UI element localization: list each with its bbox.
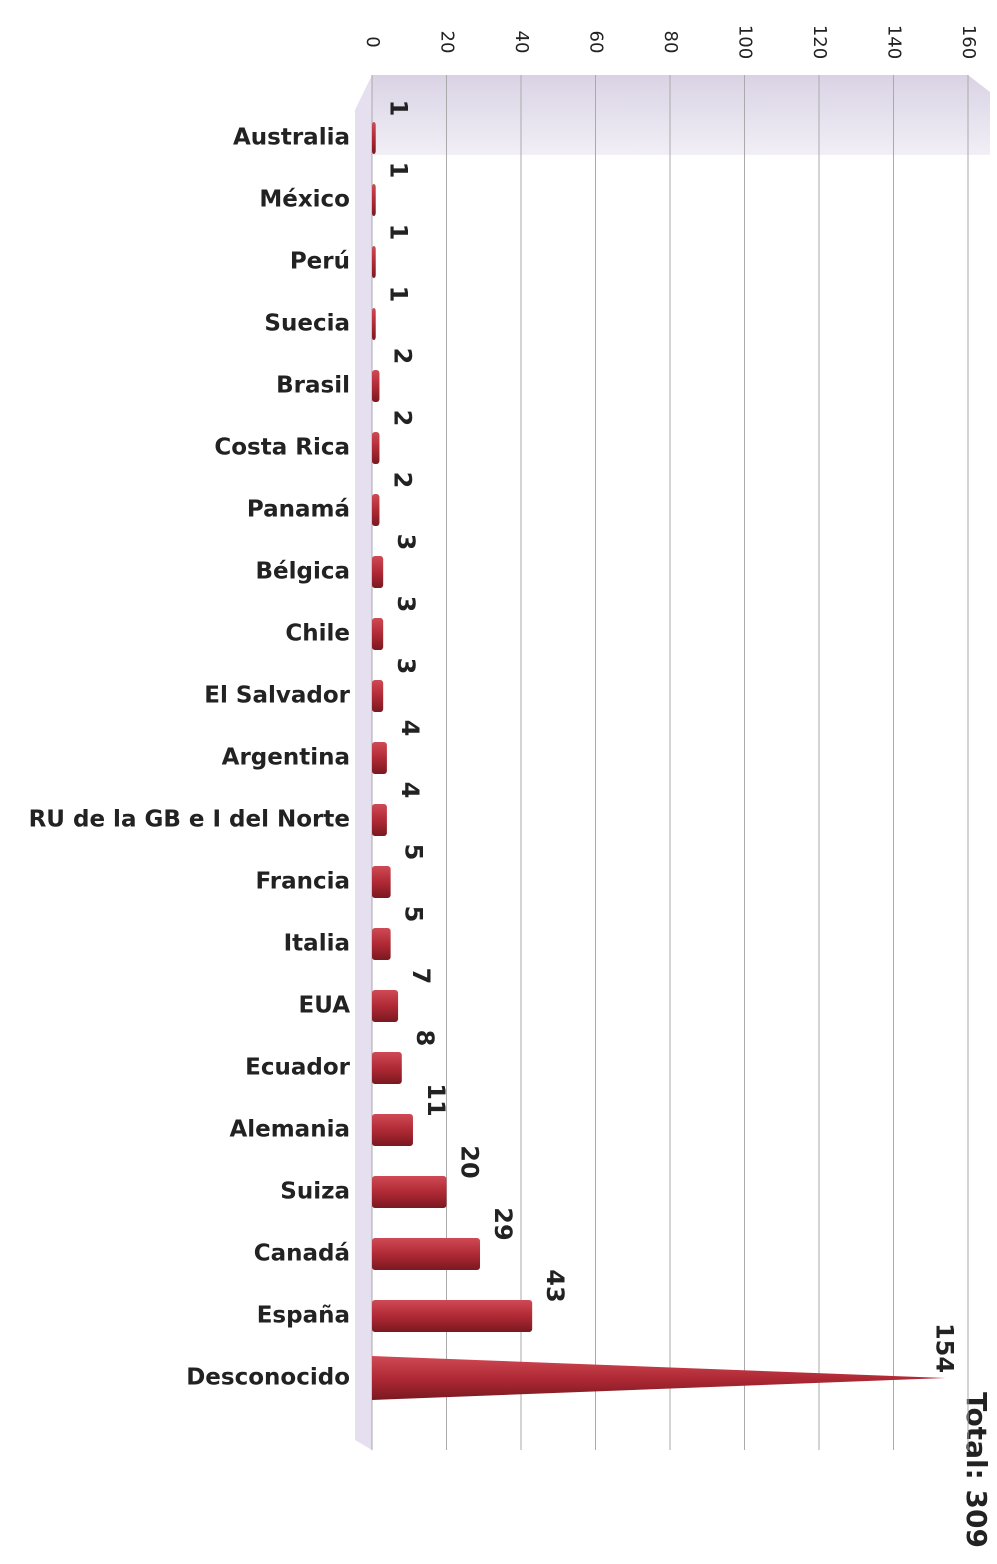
bar	[372, 246, 376, 278]
total-annotation: Total: 309	[960, 1392, 993, 1548]
value-label: 1	[385, 162, 413, 179]
value-label: 11	[422, 1083, 450, 1116]
bar	[372, 618, 384, 650]
value-label: 2	[388, 472, 416, 489]
bar	[372, 1300, 533, 1332]
back-wall	[372, 75, 990, 155]
value-label: 1	[385, 286, 413, 303]
y-tick-label: Bélgica	[255, 559, 350, 585]
y-tick-label: Chile	[285, 621, 350, 647]
value-label: 3	[392, 534, 420, 551]
y-tick-label: Panamá	[247, 497, 350, 523]
bar	[372, 184, 376, 216]
y-tick-label: Canadá	[254, 1241, 350, 1267]
bar	[372, 680, 384, 712]
value-label: 43	[541, 1269, 569, 1302]
y-tick-label: España	[257, 1303, 350, 1329]
y-tick-label: Italia	[284, 931, 350, 957]
value-label: 4	[396, 782, 424, 799]
bar	[372, 556, 384, 588]
value-label: 20	[456, 1145, 484, 1178]
bar	[372, 742, 387, 774]
y-tick-label: Argentina	[222, 745, 350, 771]
value-label: 29	[489, 1207, 517, 1240]
y-tick-label: Suecia	[264, 311, 350, 337]
value-label: 7	[407, 968, 435, 985]
value-label: 1	[385, 100, 413, 117]
x-tick-label: 40	[511, 31, 532, 54]
bar	[372, 370, 380, 402]
x-tick-label: 20	[437, 31, 458, 54]
bar	[372, 1356, 946, 1400]
bar	[372, 308, 376, 340]
x-tick-label: 60	[586, 31, 607, 54]
value-label: 1	[385, 224, 413, 241]
value-label: 4	[396, 720, 424, 737]
value-label: 5	[400, 906, 428, 923]
bar	[372, 928, 391, 960]
bar	[372, 1238, 481, 1270]
bar	[372, 866, 391, 898]
x-tick-label: 0	[362, 36, 383, 47]
bar	[372, 1114, 413, 1146]
y-tick-label: Brasil	[276, 373, 350, 399]
y-tick-label: Australia	[233, 125, 350, 151]
y-tick-label: Francia	[255, 869, 350, 895]
value-label: 3	[392, 658, 420, 675]
value-label: 8	[411, 1030, 439, 1047]
y-tick-label: Costa Rica	[214, 435, 350, 461]
value-label: 2	[388, 410, 416, 427]
bar	[372, 1176, 447, 1208]
y-tick-label: Ecuador	[245, 1055, 351, 1081]
y-tick-label: RU de la GB e I del Norte	[29, 807, 350, 833]
value-label: 154	[931, 1323, 959, 1373]
y-tick-label: Suiza	[280, 1179, 350, 1205]
value-label: 3	[392, 596, 420, 613]
side-wall	[355, 75, 372, 1450]
x-tick-label: 80	[660, 31, 681, 54]
bar	[372, 122, 376, 154]
bar	[372, 1052, 402, 1084]
y-tick-label: EUA	[299, 993, 351, 1019]
bar	[372, 432, 380, 464]
value-label: 5	[400, 844, 428, 861]
y-tick-label: Alemania	[229, 1117, 350, 1143]
bar	[372, 804, 387, 836]
bar	[372, 990, 399, 1022]
y-tick-label: El Salvador	[204, 683, 350, 709]
y-tick-label: Perú	[290, 249, 350, 275]
x-tick-label: 100	[735, 25, 756, 59]
bar	[372, 494, 380, 526]
x-tick-label: 120	[809, 25, 830, 59]
x-tick-label: 140	[884, 25, 905, 59]
y-tick-label: México	[259, 187, 350, 213]
value-label: 2	[388, 348, 416, 365]
x-tick-label: 160	[958, 25, 979, 59]
y-tick-label: Desconocido	[186, 1365, 350, 1391]
